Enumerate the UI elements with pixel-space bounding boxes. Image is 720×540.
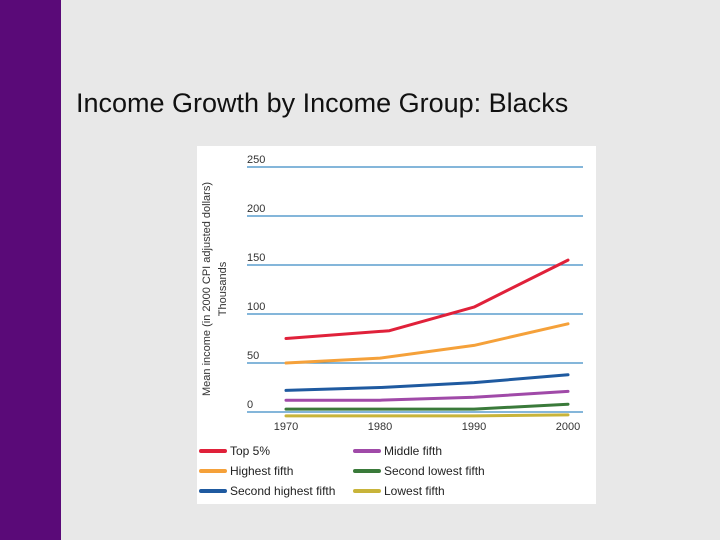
x-tick-label: 1970 xyxy=(274,421,298,433)
x-tick-label: 2000 xyxy=(556,421,580,433)
series-line xyxy=(284,258,570,340)
legend-label: Middle fifth xyxy=(384,444,442,458)
series-line xyxy=(284,373,570,392)
y-axis-unit-label: Thousands xyxy=(217,261,229,316)
y-tick-label: 100 xyxy=(247,301,265,313)
legend-label: Second highest fifth xyxy=(230,484,335,498)
x-tick-label: 1980 xyxy=(368,421,392,433)
legend-label: Second lowest fifth xyxy=(384,464,485,478)
series-line xyxy=(284,322,570,365)
y-tick-label: 0 xyxy=(247,399,253,411)
series-line xyxy=(284,413,570,418)
y-tick-label: 200 xyxy=(247,203,265,215)
legend-label: Top 5% xyxy=(230,444,270,458)
legend-label: Lowest fifth xyxy=(384,484,445,498)
series-line xyxy=(284,402,570,411)
series-line xyxy=(284,389,570,402)
slide-title: Income Growth by Income Group: Blacks xyxy=(76,88,569,118)
y-tick-label: 150 xyxy=(247,252,265,264)
y-tick-label: 50 xyxy=(247,350,259,362)
y-axis-label: Mean income (in 2000 CPI adjusted dollar… xyxy=(201,182,213,396)
chart-panel: 250 200 150 100 50 0 1970 1980 1990 2000 Top 5% H… xyxy=(197,146,596,504)
slide-accent-bar xyxy=(0,0,61,540)
income-line-chart: 250 200 150 100 50 0 1970 1980 1990 2000 Top 5% H… xyxy=(199,154,583,498)
x-tick-label: 1990 xyxy=(462,421,486,433)
y-tick-label: 250 xyxy=(247,154,265,166)
legend-label: Highest fifth xyxy=(230,464,293,478)
